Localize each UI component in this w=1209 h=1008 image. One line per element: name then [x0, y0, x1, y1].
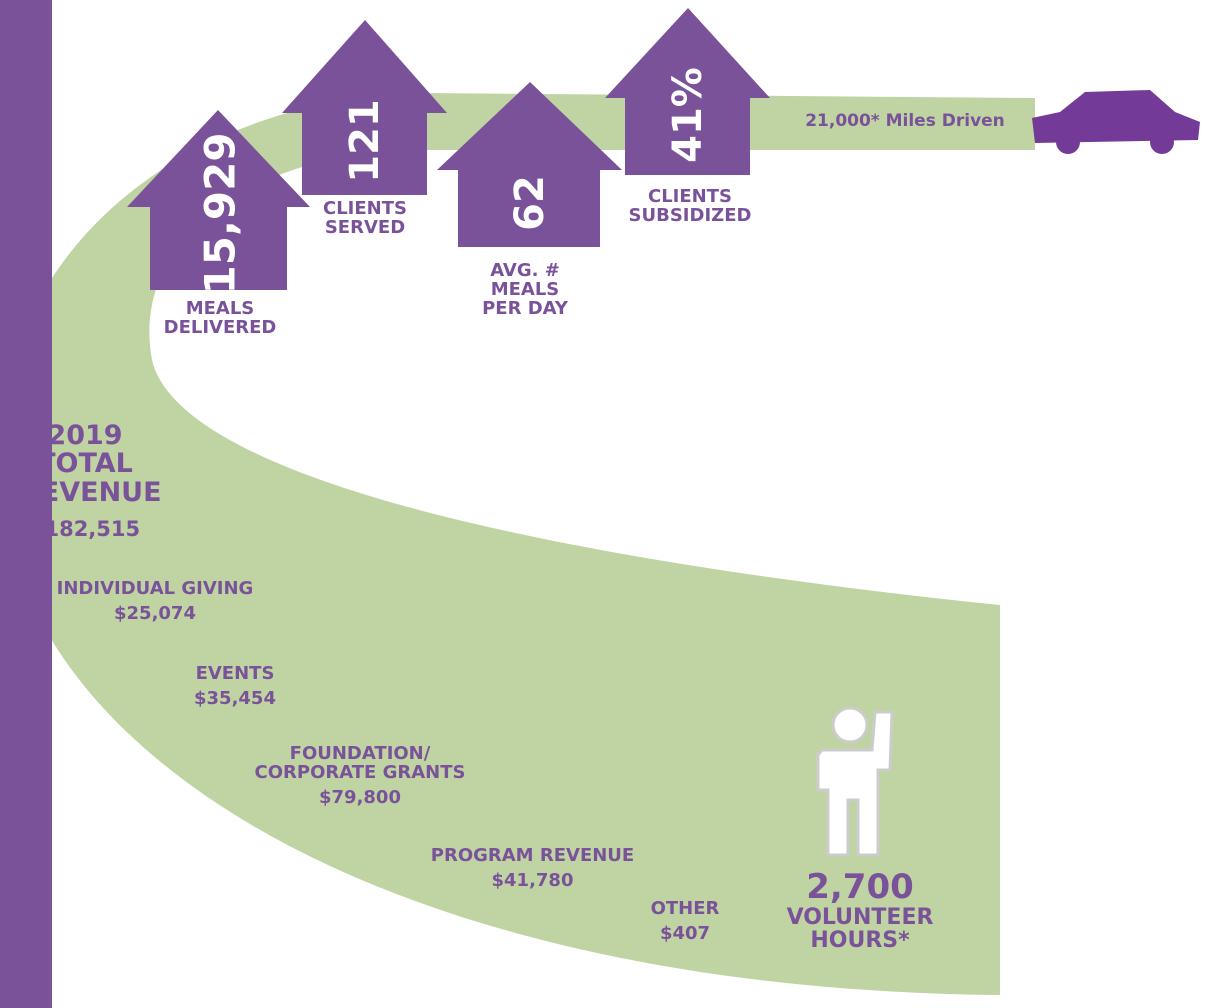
revenue-title: 2019 TOTAL REVENUE — [20, 422, 150, 507]
volunteer-value: 2,700 — [770, 870, 950, 906]
stat-label: AVG. # MEALS PER DAY — [470, 262, 580, 319]
item-name: OTHER — [630, 900, 740, 919]
revenue-item: PROGRAM REVENUE $41,780 — [400, 847, 665, 891]
item-name: EVENTS — [160, 665, 310, 684]
stat-value: 121 — [342, 81, 388, 201]
revenue-title-line: REVENUE — [20, 479, 150, 507]
infographic: 15,929 121 62 41% MEALS DELIVERED CLIENT… — [0, 0, 1209, 1008]
volunteer-label: VOLUNTEER HOURS* — [775, 906, 945, 952]
miles-label: 21,000* Miles Driven — [780, 113, 1030, 131]
volunteer: 2,700 VOLUNTEER HOURS* — [770, 870, 950, 952]
stat-label: MEALS DELIVERED — [150, 300, 290, 338]
revenue-item: FOUNDATION/ CORPORATE GRANTS $79,800 — [230, 745, 490, 808]
item-name: FOUNDATION/ CORPORATE GRANTS — [240, 745, 480, 783]
revenue-title-line: TOTAL — [20, 450, 150, 478]
revenue-item: EVENTS $35,454 — [160, 665, 310, 709]
stat-value: 62 — [507, 143, 553, 263]
revenue-total: $182,515 — [15, 518, 155, 540]
item-amount: $41,780 — [400, 872, 665, 891]
item-name: INDIVIDUAL GIVING — [30, 580, 280, 599]
item-name: PROGRAM REVENUE — [400, 847, 665, 866]
stat-value: 41% — [665, 55, 711, 175]
car-icon — [1032, 90, 1200, 154]
revenue-title-line: 2019 — [20, 422, 150, 450]
item-amount: $79,800 — [230, 789, 490, 808]
stat-label: CLIENTS SUBSIDIZED — [615, 188, 765, 226]
item-amount: $25,074 — [30, 605, 280, 624]
item-amount: $35,454 — [160, 690, 310, 709]
revenue-item: INDIVIDUAL GIVING $25,074 — [30, 580, 280, 624]
stat-value: 15,929 — [196, 135, 245, 295]
stat-label: CLIENTS SERVED — [300, 200, 430, 238]
item-amount: $407 — [630, 925, 740, 944]
revenue-item: OTHER $407 — [630, 900, 740, 944]
